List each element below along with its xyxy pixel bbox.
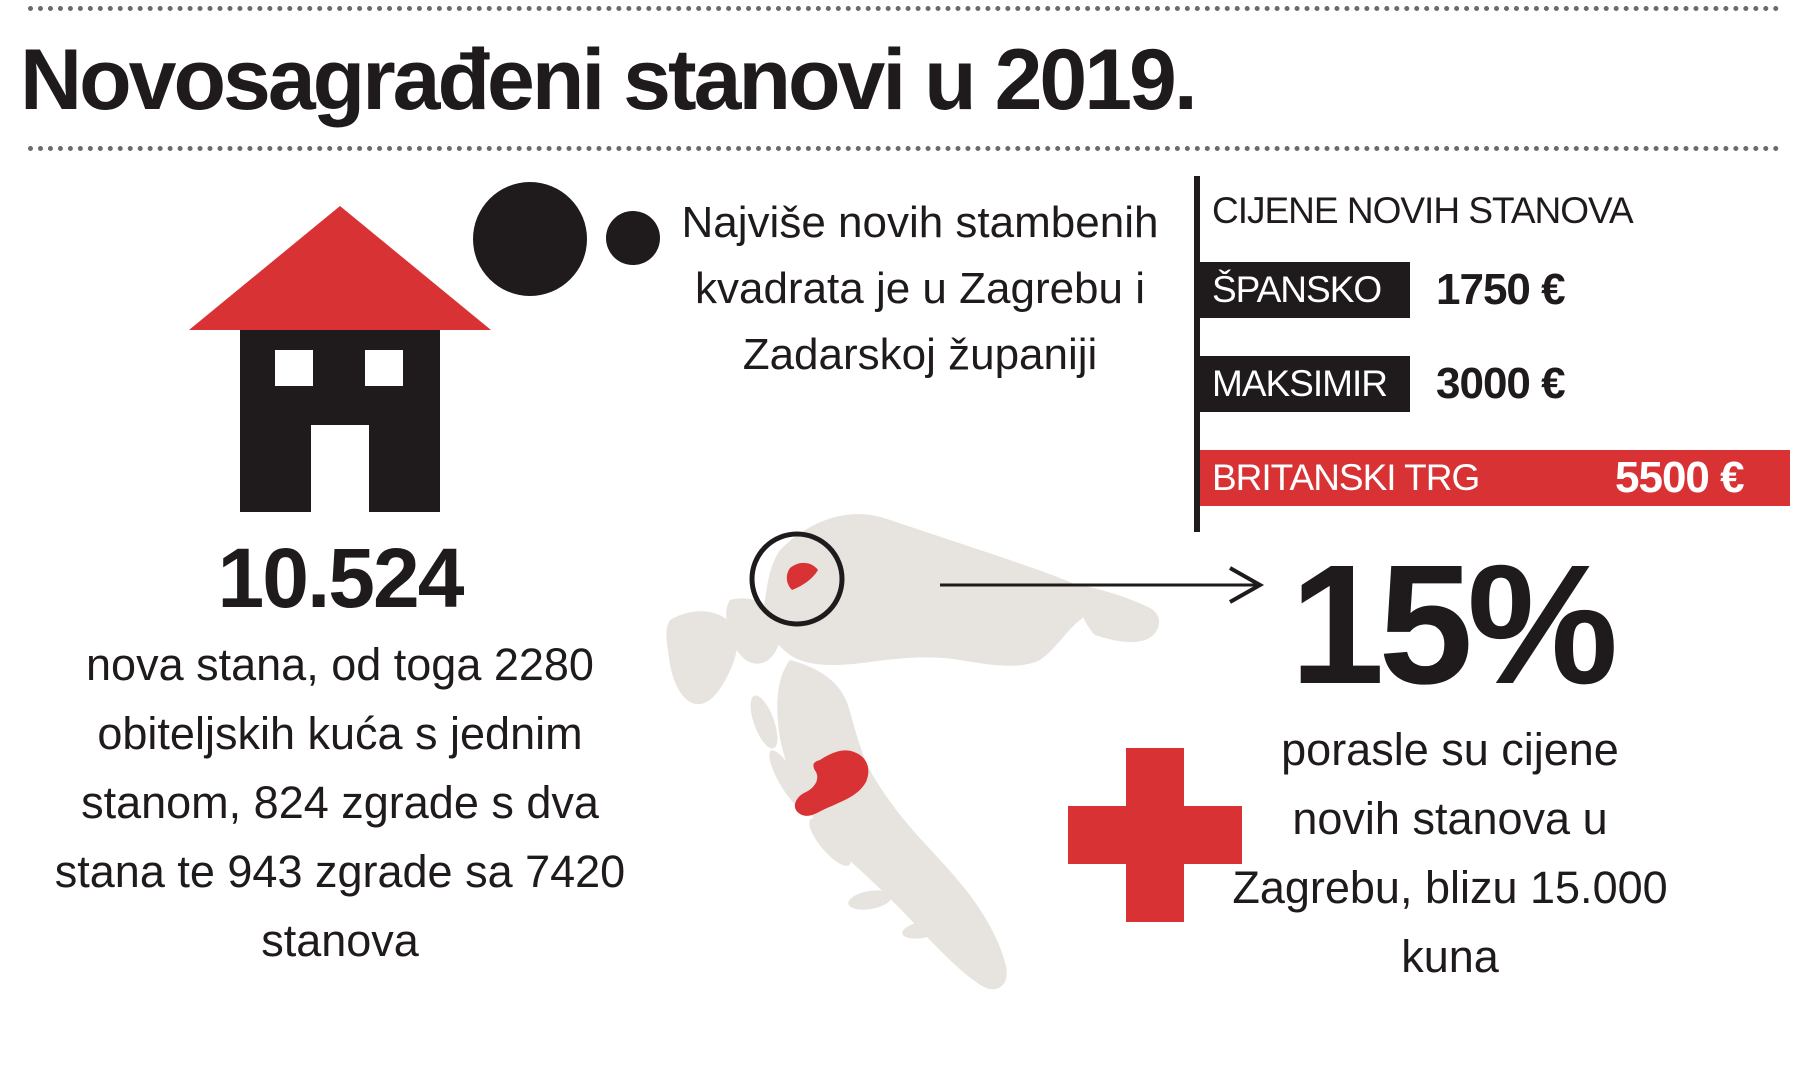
prices-title: CIJENE NOVIH STANOVA xyxy=(1212,190,1634,231)
headline: Novosagrađeni stanovi u 2019. xyxy=(20,32,1198,128)
price-name: BRITANSKI TRG xyxy=(1212,457,1480,498)
price-bar-britanski-trg: BRITANSKI TRG xyxy=(1200,450,1790,506)
header-dotted-divider xyxy=(28,146,1780,151)
stat-description: nova stana, od toga 2280 obiteljskih kuć… xyxy=(54,639,626,966)
stat-number: 10.524 xyxy=(217,531,465,625)
zagreb-note: Najviše novih stambenih kvadrata je u Za… xyxy=(681,198,1159,379)
price-value-spansko: 1750 € xyxy=(1436,265,1566,314)
prices-divider xyxy=(1194,176,1200,532)
price-value-maksimir: 3000 € xyxy=(1436,359,1566,408)
arrow-right-icon xyxy=(940,566,1265,604)
price-bar-spansko: ŠPANSKO xyxy=(1200,262,1410,318)
croatia-map xyxy=(666,514,1160,990)
thought-bubble-icon xyxy=(473,182,660,296)
top-dotted-divider xyxy=(28,6,1780,11)
price-growth-percent: 15% xyxy=(1290,530,1618,720)
price-value-britanski-trg: 5500 € xyxy=(1615,453,1745,502)
price-name: ŠPANSKO xyxy=(1212,269,1382,310)
price-name: MAKSIMIR xyxy=(1212,363,1388,404)
price-bar-maksimir: MAKSIMIR xyxy=(1200,356,1410,412)
price-growth-description: porasle su cijene novih stanova u Zagreb… xyxy=(1232,724,1668,982)
plus-icon xyxy=(1068,748,1242,922)
house-icon xyxy=(189,206,491,512)
